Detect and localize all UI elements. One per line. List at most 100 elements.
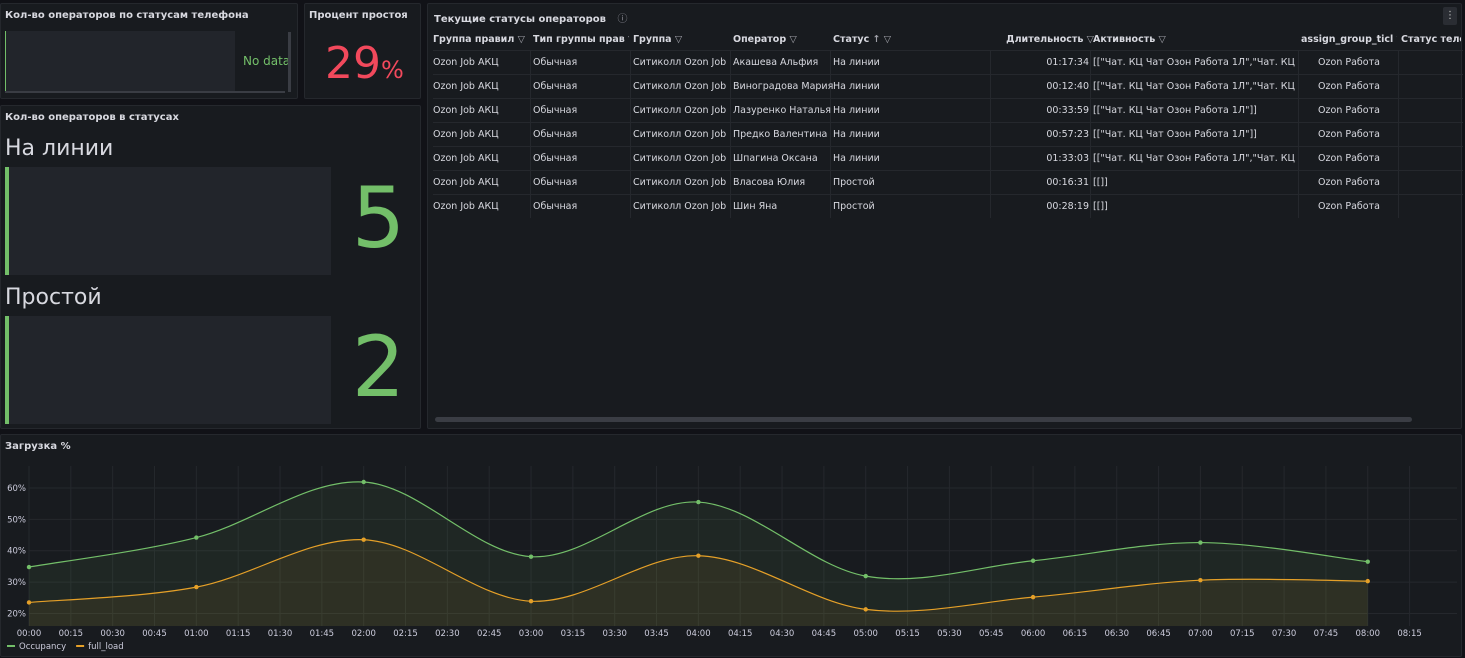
x-tick-label: 06:00: [1021, 629, 1046, 639]
x-tick-label: 04:15: [728, 629, 753, 639]
table-cell: Обычная: [533, 51, 629, 75]
table-cell: Ozon Работа: [1301, 171, 1397, 195]
x-tick-label: 01:30: [268, 629, 293, 639]
table-cell: 00:12:40: [993, 75, 1089, 99]
x-tick-label: 00:15: [59, 629, 84, 639]
header-text[interactable]: Длительность: [1006, 34, 1083, 45]
table-cell: Простой: [833, 195, 929, 219]
data-point: [1366, 559, 1370, 563]
column-header: assign_group_ticl ▽: [1301, 28, 1397, 52]
table-cell: [["Чат. КЦ Чат Озон Работа 1Л","Чат. КЦ …: [1093, 51, 1298, 75]
table-cell: Шпагина Оксана: [733, 147, 833, 171]
menu-button[interactable]: ⋮: [1443, 7, 1457, 25]
table-cell: [[]]: [1093, 195, 1298, 219]
x-tick-label: 05:30: [937, 629, 962, 639]
column-divider: [1398, 50, 1399, 218]
chart: 20%30%40%50%60%00:0000:1500:3000:4501:00…: [1, 435, 1461, 656]
table-cell: Ozon Работа: [1301, 99, 1397, 123]
x-tick-label: 05:00: [853, 629, 878, 639]
y-tick-label: 50%: [7, 515, 26, 525]
x-tick-label: 06:30: [1104, 629, 1129, 639]
header-text[interactable]: Группа правил: [433, 34, 514, 45]
table-cell: Ozon Работа: [1301, 51, 1397, 75]
data-point: [194, 585, 198, 589]
x-tick-label: 03:15: [561, 629, 586, 639]
header-text[interactable]: Оператор: [733, 34, 786, 45]
table-cell: Ситиколл Ozon Job: [633, 147, 729, 171]
filter-icon[interactable]: ▽: [1393, 34, 1397, 45]
table-cell: Ситиколл Ozon Job: [633, 51, 729, 75]
table-cell: Ozon Job АКЦ: [433, 51, 529, 75]
column-header: Статус ↑ ▽: [833, 28, 929, 52]
bar-background: [5, 167, 331, 275]
filter-icon[interactable]: ↑ ▽: [869, 34, 891, 45]
data-point: [361, 538, 365, 542]
filter-icon[interactable]: ▽: [514, 34, 525, 45]
table-cell: Ozon Job АКЦ: [433, 171, 529, 195]
header-text[interactable]: Тип группы прав: [533, 34, 625, 45]
table-cell: Шин Яна: [733, 195, 833, 219]
header-text[interactable]: Группа: [633, 34, 672, 45]
table-cell: [["Чат. КЦ Чат Озон Работа 1Л"]]: [1093, 123, 1298, 147]
data-point: [696, 554, 700, 558]
data-point: [194, 535, 198, 539]
x-tick-label: 04:45: [812, 629, 837, 639]
data-point: [27, 600, 31, 604]
table-cell: Ozon Job АКЦ: [433, 147, 529, 171]
filter-icon[interactable]: ▽: [625, 34, 629, 45]
chart-panel: Загрузка % 20%30%40%50%60%00:0000:1500:3…: [0, 434, 1462, 657]
table-cell: На линии: [833, 51, 929, 75]
header-text[interactable]: assign_group_ticl: [1301, 34, 1393, 45]
x-tick-label: 07:45: [1314, 629, 1339, 639]
data-point: [864, 574, 868, 578]
header-text[interactable]: Статус: [833, 34, 869, 45]
table-cell: [["Чат. КЦ Чат Озон Работа 1Л","Чат. КЦ …: [1093, 147, 1298, 171]
header-text[interactable]: Статус теле: [1401, 34, 1461, 45]
legend-label[interactable]: full_load: [88, 642, 124, 652]
y-tick-label: 40%: [7, 547, 26, 557]
operators-table-panel: Текущие статусы операторов ⓘ ⋮ Группа пр…: [427, 3, 1462, 429]
scrollbar[interactable]: [435, 417, 1412, 422]
header-text[interactable]: Активность: [1093, 34, 1155, 45]
x-tick-label: 06:45: [1146, 629, 1171, 639]
column-divider: [530, 50, 531, 218]
legend-label[interactable]: Occupancy: [19, 642, 66, 652]
column-divider: [730, 50, 731, 218]
stat-value: 29: [325, 38, 381, 89]
filter-icon[interactable]: ▽: [1155, 34, 1166, 45]
table-cell: 00:33:59: [993, 99, 1089, 123]
data-point: [27, 565, 31, 569]
table-cell: Ozon Job АКЦ: [433, 75, 529, 99]
table-cell: Обычная: [533, 171, 629, 195]
table-cell: Ozon Job АКЦ: [433, 195, 529, 219]
table-cell: Ozon Работа: [1301, 147, 1397, 171]
panel-title: Кол-во операторов в статусах: [5, 112, 179, 123]
data-point: [1031, 595, 1035, 599]
table-cell: Ситиколл Ozon Job: [633, 123, 729, 147]
panel-title: Текущие статусы операторов ⓘ: [434, 10, 627, 25]
status-counts-panel: Кол-во операторов в статусах На линии5Пр…: [0, 105, 421, 429]
table-cell: [["Чат. КЦ Чат Озон Работа 1Л"]]: [1093, 99, 1298, 123]
phone-status-panel: Кол-во операторов по статусам телефона N…: [0, 3, 298, 99]
stat-unit: %: [381, 56, 404, 84]
filter-icon[interactable]: ▽: [672, 34, 683, 45]
data-point: [1031, 559, 1035, 563]
panel-title: Кол-во операторов по статусам телефона: [5, 10, 249, 21]
x-tick-label: 07:15: [1230, 629, 1255, 639]
table-cell: На линии: [833, 75, 929, 99]
column-divider: [1298, 50, 1299, 218]
status-label: На линии: [5, 136, 113, 161]
data-point: [361, 480, 365, 484]
x-tick-label: 02:00: [351, 629, 376, 639]
x-tick-label: 00:00: [17, 629, 42, 639]
table-cell: Простой: [833, 171, 929, 195]
table-cell: [[]]: [1093, 171, 1298, 195]
table-cell: Ozon Работа: [1301, 195, 1397, 219]
x-tick-label: 01:00: [184, 629, 209, 639]
table-cell: 00:16:31: [993, 171, 1089, 195]
x-tick-label: 02:45: [477, 629, 502, 639]
table-cell: Обычная: [533, 75, 629, 99]
column-header: Оператор ▽: [733, 28, 833, 52]
data-point: [1198, 540, 1202, 544]
filter-icon[interactable]: ▽: [786, 34, 797, 45]
